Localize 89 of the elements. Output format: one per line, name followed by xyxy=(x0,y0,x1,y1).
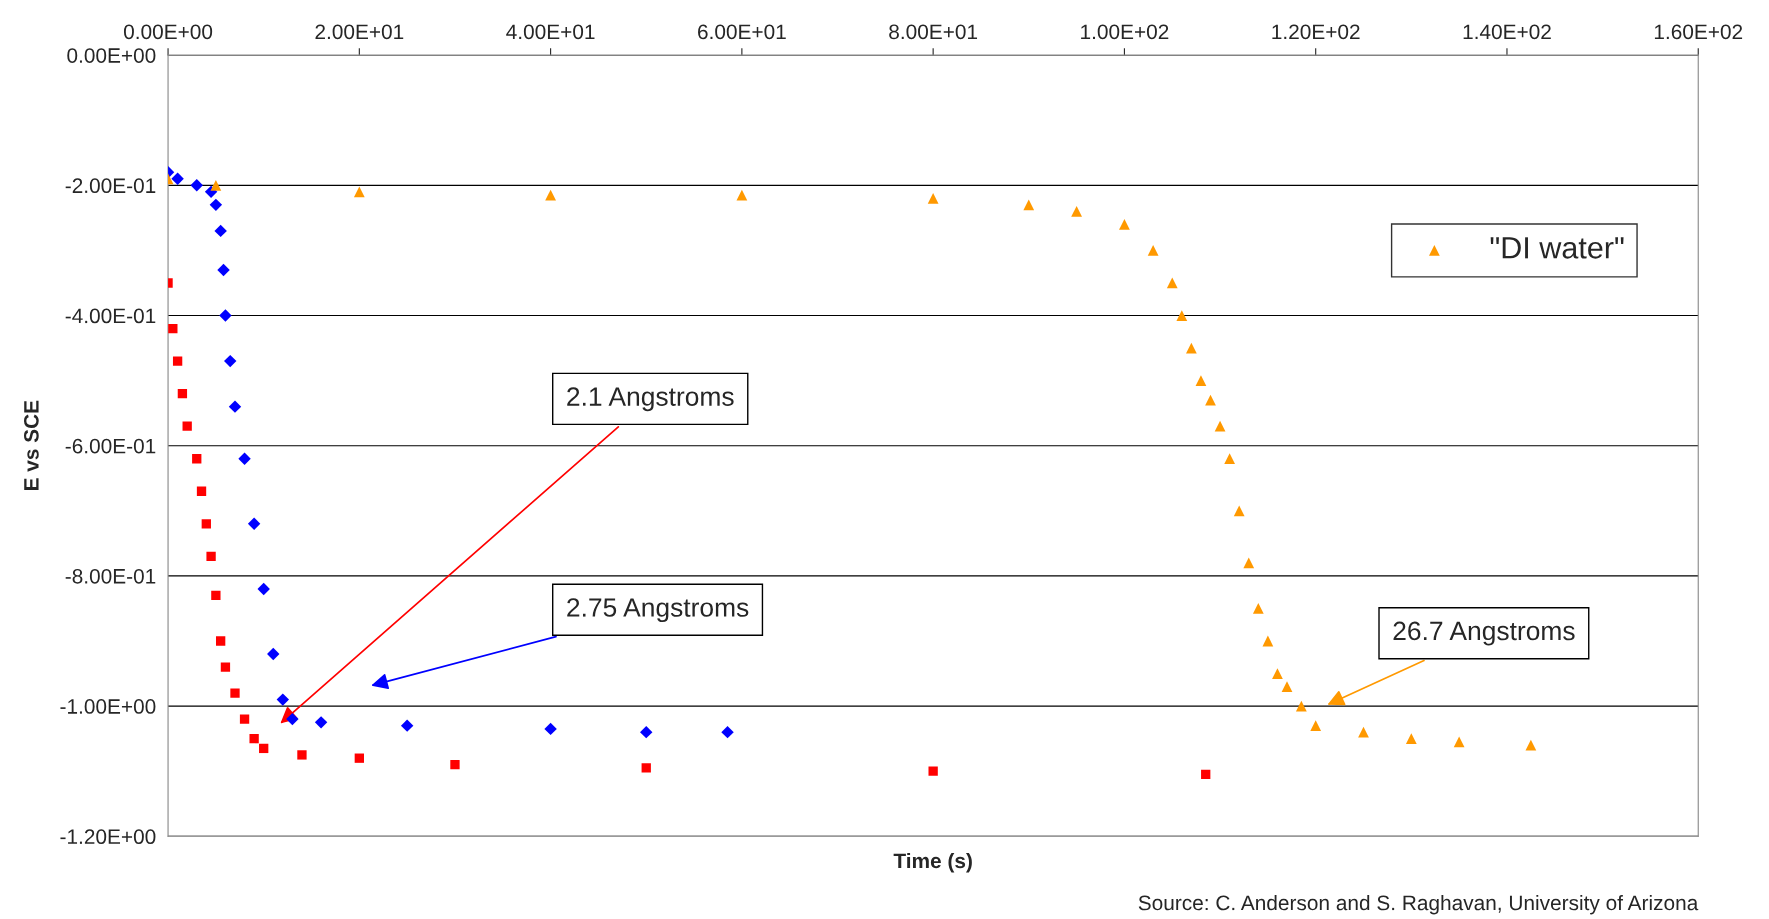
point xyxy=(211,590,221,601)
point xyxy=(1224,453,1235,465)
point xyxy=(276,693,290,706)
point xyxy=(177,388,188,399)
point xyxy=(249,733,259,744)
x-tick-label: 0.00E+00 xyxy=(123,24,213,40)
point xyxy=(354,753,364,763)
point xyxy=(286,712,299,726)
x-axis-title: Time (s) xyxy=(893,852,972,873)
point xyxy=(1195,375,1207,386)
point xyxy=(192,454,202,464)
point xyxy=(450,760,460,770)
source-note: Source: C. Anderson and S. Raghavan, University of Arizona xyxy=(1138,894,1699,915)
point xyxy=(224,354,237,368)
point xyxy=(196,486,207,496)
point xyxy=(1525,739,1537,751)
legend-label: "DI water" xyxy=(1490,237,1624,259)
point xyxy=(736,189,748,201)
point xyxy=(1295,700,1307,712)
point xyxy=(544,722,557,736)
annotation: 2.1 Angstroms xyxy=(567,387,734,412)
point xyxy=(201,519,211,529)
point xyxy=(1358,726,1369,738)
x-tick-label: 4.00E+01 xyxy=(506,24,595,40)
point xyxy=(206,551,216,562)
x-tick-label: 1.00E+02 xyxy=(1081,24,1169,40)
point xyxy=(228,400,242,413)
point xyxy=(216,636,226,646)
point xyxy=(172,356,183,366)
point xyxy=(1119,219,1130,230)
y-tick-label: -4.00E-01 xyxy=(65,308,156,324)
point xyxy=(1201,769,1211,780)
y-tick-label: -6.00E-01 xyxy=(65,438,156,454)
point xyxy=(247,517,261,531)
point xyxy=(220,662,231,672)
point xyxy=(721,725,734,739)
y-tick-label: -2.00E-01 xyxy=(65,178,156,194)
point xyxy=(1071,205,1082,217)
point xyxy=(1176,310,1188,321)
x-tick-label: 1.40E+02 xyxy=(1463,24,1551,40)
point xyxy=(182,421,192,431)
point xyxy=(190,179,203,192)
point xyxy=(259,743,269,754)
point xyxy=(171,172,184,186)
point xyxy=(640,725,653,739)
point xyxy=(267,647,280,661)
point xyxy=(1233,505,1245,517)
x-tick-label: 1.20E+02 xyxy=(1272,24,1360,40)
point xyxy=(928,766,938,776)
x-tick-label: 6.00E+01 xyxy=(698,24,786,40)
point xyxy=(257,582,270,596)
point xyxy=(314,716,328,729)
point xyxy=(1281,681,1293,692)
point xyxy=(1405,733,1417,745)
point xyxy=(927,192,939,204)
point xyxy=(1023,199,1035,211)
point xyxy=(1272,668,1283,679)
point xyxy=(209,198,223,212)
point xyxy=(1252,603,1264,614)
point xyxy=(1453,736,1465,748)
point xyxy=(1166,277,1178,289)
point xyxy=(1147,245,1159,256)
point xyxy=(1205,394,1216,406)
point xyxy=(217,263,230,277)
point xyxy=(297,750,307,760)
point xyxy=(238,452,251,465)
annotation: 2.75 Angstroms xyxy=(567,598,749,623)
y-tick-label: -1.00E+00 xyxy=(60,699,156,714)
point xyxy=(400,719,414,732)
x-tick-label: 1.60E+02 xyxy=(1654,24,1743,40)
point xyxy=(239,714,250,724)
point xyxy=(214,224,227,238)
point xyxy=(353,186,365,198)
point xyxy=(1310,720,1322,732)
point xyxy=(230,688,240,698)
x-tick-label: 2.00E+01 xyxy=(315,24,404,40)
point xyxy=(1185,342,1197,354)
point xyxy=(641,763,651,773)
y-tick-label: -8.00E-01 xyxy=(65,568,156,584)
point xyxy=(1243,557,1255,569)
y-tick-label: -1.20E+00 xyxy=(60,829,156,845)
point xyxy=(1262,635,1274,647)
point xyxy=(210,179,222,191)
point xyxy=(1214,420,1226,432)
y-axis-title: E vs SCE xyxy=(24,400,39,491)
annotation: 26.7 Angstroms xyxy=(1393,621,1575,646)
y-tick-label: 0.00E+00 xyxy=(67,48,156,63)
point xyxy=(219,309,232,322)
x-tick-label: 8.00E+01 xyxy=(889,24,978,40)
